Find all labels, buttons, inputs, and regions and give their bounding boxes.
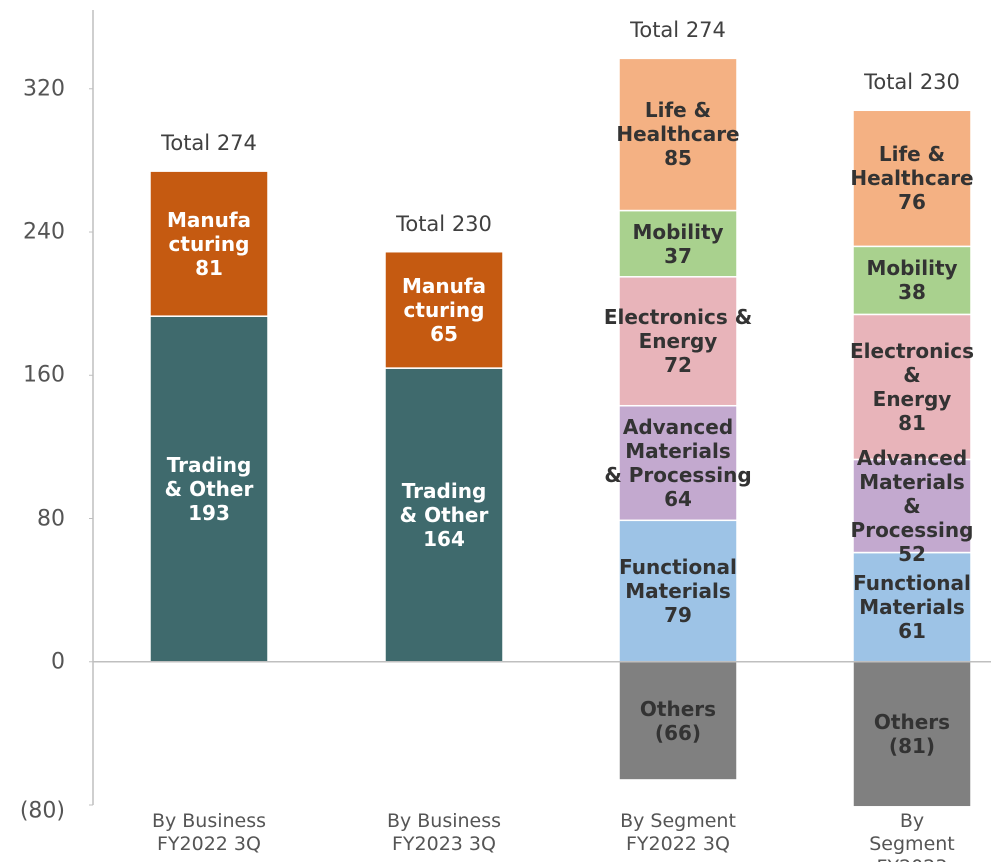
segment-value: 37: [664, 243, 692, 268]
bar-segment: [852, 551, 972, 663]
data-label: Functional Materials 61: [853, 571, 971, 643]
segment-value: (81): [888, 734, 936, 759]
total-label: Total 274: [161, 131, 257, 156]
segment-value: 164: [423, 526, 465, 551]
segment-value: 81: [898, 410, 926, 435]
x-tick-label: By Segment FY2022 3Q: [620, 810, 736, 855]
bar-segment: [618, 661, 738, 781]
segment-name: Manufa cturing: [166, 207, 252, 256]
segment-value: 65: [430, 321, 458, 346]
total-label: Total 274: [630, 18, 726, 43]
x-tick-label: By Business FY2023 3Q: [386, 810, 502, 855]
x-tick-label: By Business FY2022 3Q: [151, 810, 267, 855]
bar-segment: [618, 276, 738, 407]
x-tick-label: By Segment FY2023 3Q: [869, 810, 955, 862]
data-label: Manufa cturing 65: [402, 274, 486, 346]
data-label: Advanced Materials & Processing 64: [604, 415, 751, 511]
data-label: Life & Healthcare 76: [850, 142, 973, 214]
bar-segment: [384, 250, 504, 369]
segment-value: 72: [664, 353, 692, 378]
bar-segment: [149, 170, 269, 317]
segment-value: 79: [664, 603, 692, 628]
segment-name: Mobility: [866, 256, 958, 281]
bar-segment: [618, 519, 738, 663]
segment-name: Advanced Materials & Processing: [850, 445, 974, 542]
bar-segment: [618, 404, 738, 522]
segment-name: Trading & Other: [399, 478, 489, 527]
segment-name: Others: [639, 696, 717, 721]
y-tick-label: 240: [23, 219, 65, 245]
data-label: Mobility 38: [866, 256, 957, 304]
total-label: Total 230: [864, 70, 960, 95]
segment-name: Trading & Other: [164, 452, 254, 501]
data-label: Electronics & Energy 72: [604, 305, 752, 377]
data-label: Manufa cturing 81: [167, 208, 251, 280]
segment-name: Functional Materials: [853, 571, 971, 620]
segment-name: Others: [873, 710, 951, 735]
data-label: Life & Healthcare 85: [616, 98, 739, 170]
data-label: Others (81): [874, 710, 950, 758]
data-label: Others (66): [640, 697, 716, 745]
bar-segment: [852, 661, 972, 808]
y-tick-label: 0: [51, 649, 65, 675]
bar-segment: [618, 209, 738, 278]
y-tick-label: 80: [37, 506, 65, 531]
total-label: Total 230: [396, 211, 492, 236]
bar-segment: [618, 57, 738, 212]
segment-name: Functional Materials: [619, 555, 737, 604]
segment-name: Manufa cturing: [401, 273, 487, 322]
segment-name: Life & Healthcare: [850, 142, 974, 191]
y-tick-label: 320: [23, 76, 65, 102]
y-tick-label: (80): [19, 798, 65, 824]
bar-segment: [852, 109, 972, 248]
segment-name: Life & Healthcare: [616, 98, 740, 147]
segment-value: 193: [188, 500, 230, 525]
data-label: Trading & Other 193: [165, 453, 254, 525]
segment-name: Electronics & Energy: [850, 338, 974, 411]
data-label: Mobility 37: [632, 220, 723, 268]
bar-segment: [384, 367, 504, 663]
data-label: Trading & Other 164: [400, 479, 489, 551]
data-label: Electronics & Energy 81: [850, 339, 974, 435]
y-tick-label: 160: [23, 362, 65, 388]
segment-value: 61: [898, 619, 926, 644]
bar-segment: [852, 245, 972, 316]
bar-segment: [852, 458, 972, 554]
segment-value: 52: [898, 541, 926, 566]
bar-segment: [852, 313, 972, 461]
segment-value: 64: [664, 487, 692, 511]
data-label: Advanced Materials & Processing 52: [851, 446, 974, 566]
segment-name: Electronics & Energy: [603, 305, 753, 354]
segment-value: 76: [898, 190, 926, 215]
segment-name: Mobility: [632, 219, 724, 244]
segment-value: (66): [654, 720, 702, 745]
segment-value: 81: [195, 255, 223, 280]
segment-value: 85: [664, 146, 692, 171]
data-label: Functional Materials 79: [619, 555, 737, 627]
segment-name: Advanced Materials & Processing: [604, 415, 752, 487]
segment-value: 38: [898, 280, 926, 305]
